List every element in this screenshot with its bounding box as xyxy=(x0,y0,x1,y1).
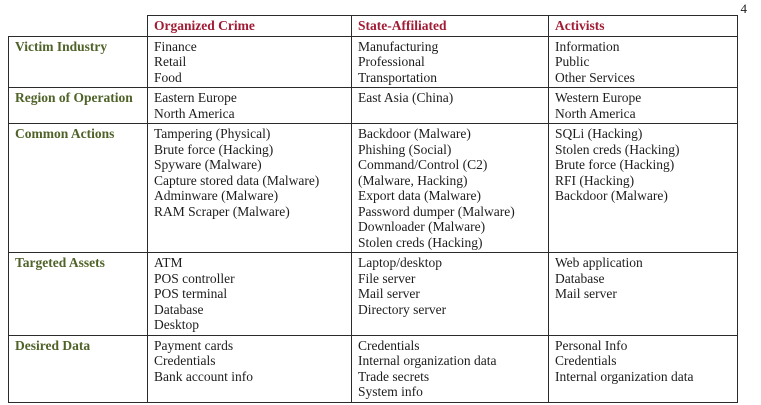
threat-actor-comparison-table: Organized Crime State-Affiliated Activis… xyxy=(8,15,738,403)
column-header-organized-crime: Organized Crime xyxy=(147,15,352,37)
cell-victim-industry-activists: Information Public Other Services xyxy=(548,35,738,88)
row-label-region-of-operation: Region of Operation xyxy=(8,87,148,124)
row-label-targeted-assets: Targeted Assets xyxy=(8,252,148,336)
cell-data-state-affiliated: Credentials Internal organization data T… xyxy=(351,334,549,403)
cell-region-activists: Western Europe North America xyxy=(548,87,738,124)
row-label-desired-data: Desired Data xyxy=(8,334,148,403)
cell-actions-organized-crime: Tampering (Physical) Brute force (Hackin… xyxy=(147,123,352,253)
table-header-row: Organized Crime State-Affiliated Activis… xyxy=(8,15,738,37)
table-row: Common Actions Tampering (Physical) Brut… xyxy=(8,123,738,253)
cell-actions-activists: SQLi (Hacking) Stolen creds (Hacking) Br… xyxy=(548,123,738,253)
cell-region-state-affiliated: East Asia (China) xyxy=(351,87,549,124)
cell-region-organized-crime: Eastern Europe North America xyxy=(147,87,352,124)
page-number: 4 xyxy=(740,1,748,16)
table-row: Victim Industry Finance Retail Food Manu… xyxy=(8,35,738,88)
cell-victim-industry-organized-crime: Finance Retail Food xyxy=(147,35,352,88)
row-label-victim-industry: Victim Industry xyxy=(8,35,148,88)
column-header-activists: Activists xyxy=(548,15,738,37)
cell-assets-organized-crime: ATM POS controller POS terminal Database… xyxy=(147,252,352,336)
cell-victim-industry-state-affiliated: Manufacturing Professional Transportatio… xyxy=(351,35,549,88)
row-label-common-actions: Common Actions xyxy=(8,123,148,253)
cell-assets-state-affiliated: Laptop/desktop File server Mail server D… xyxy=(351,252,549,336)
column-header-state-affiliated: State-Affiliated xyxy=(351,15,549,37)
cell-actions-state-affiliated: Backdoor (Malware) Phishing (Social) Com… xyxy=(351,123,549,253)
cell-data-activists: Personal Info Credentials Internal organ… xyxy=(548,334,738,403)
corner-cell xyxy=(8,15,148,36)
table-row: Targeted Assets ATM POS controller POS t… xyxy=(8,252,738,336)
table-row: Region of Operation Eastern Europe North… xyxy=(8,87,738,124)
cell-data-organized-crime: Payment cards Credentials Bank account i… xyxy=(147,334,352,403)
table-row: Desired Data Payment cards Credentials B… xyxy=(8,334,738,403)
cell-assets-activists: Web application Database Mail server xyxy=(548,252,738,336)
